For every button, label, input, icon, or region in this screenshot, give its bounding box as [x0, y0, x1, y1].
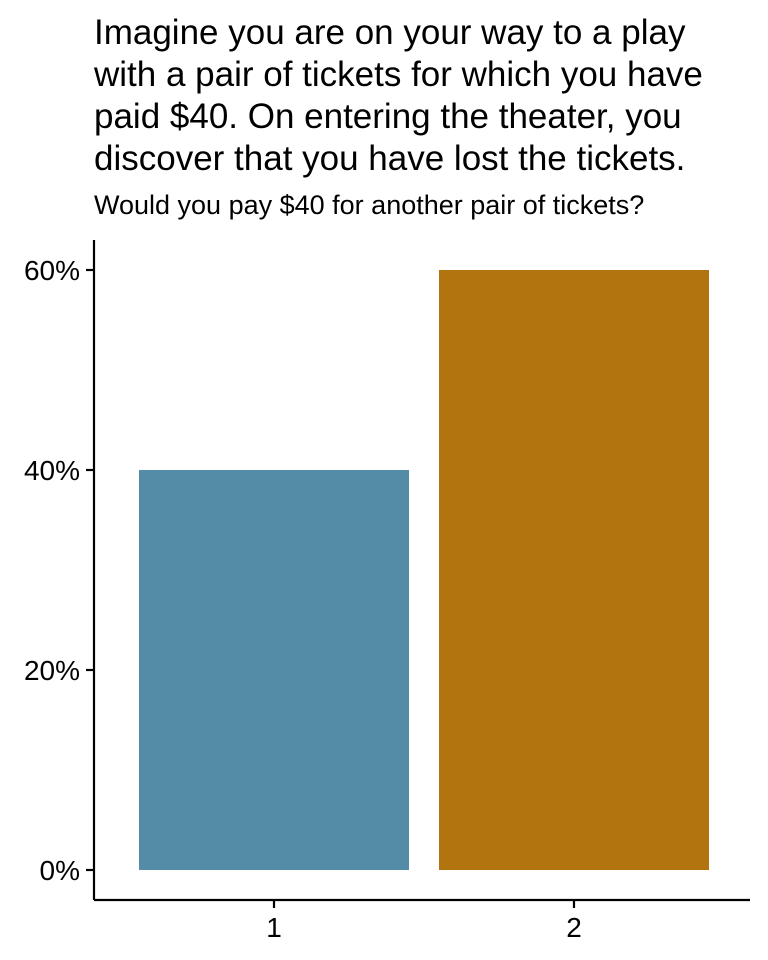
y-axis-ticks: 0% 20% 40% 60% [24, 255, 94, 886]
bar-2 [439, 270, 709, 870]
bar-1 [139, 470, 409, 870]
y-tick-label-3: 60% [24, 255, 80, 286]
x-tick-label-2: 2 [566, 912, 582, 943]
chart-title: Imagine you are on your way to a play wi… [94, 13, 703, 178]
bars-group [139, 270, 709, 870]
x-tick-label-1: 1 [266, 912, 282, 943]
y-tick-label-1: 20% [24, 655, 80, 686]
y-tick-label-0: 0% [40, 855, 80, 886]
y-tick-label-2: 40% [24, 455, 80, 486]
chart-subtitle: Would you pay $40 for another pair of ti… [94, 190, 645, 220]
